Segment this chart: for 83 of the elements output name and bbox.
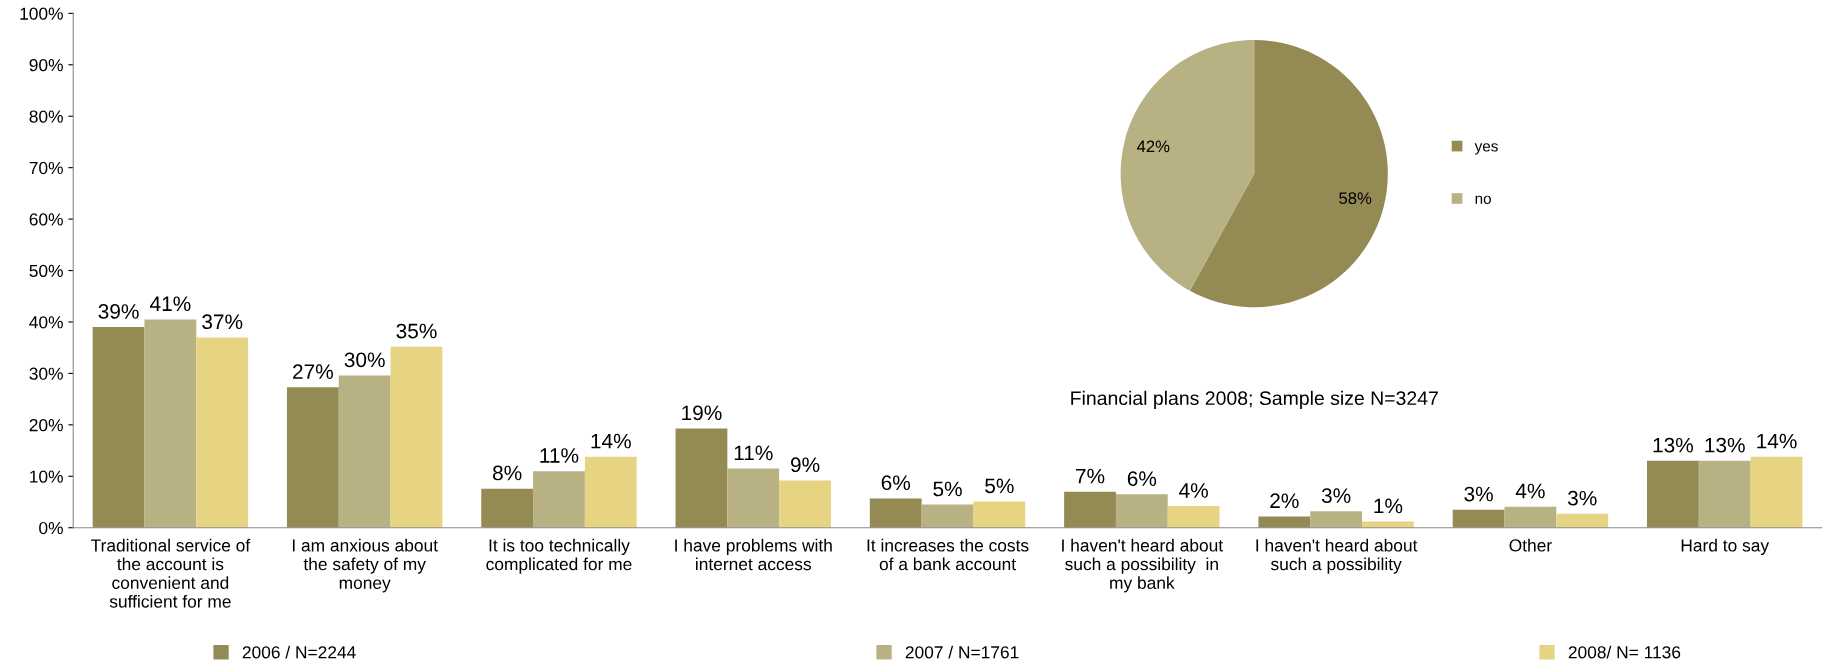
- data-label: 7%: [1076, 468, 1105, 484]
- x-tick-label: Traditional service of the account is convenient and sufficient for me: [91, 538, 251, 608]
- data-label: 2%: [1270, 493, 1299, 509]
- pie-slice: [1120, 40, 1255, 291]
- x-tick-label: Hard to say: [1681, 538, 1770, 556]
- bar: [973, 501, 1026, 528]
- x-tick-label: It increases the costs of a bank account: [867, 538, 1029, 571]
- data-label: 37%: [202, 314, 243, 330]
- x-tick-label: I am anxious about the safety of my money: [292, 538, 438, 593]
- bar: [727, 468, 780, 528]
- bar: [286, 387, 339, 528]
- bar: [533, 471, 585, 528]
- y-tick-label: 0%: [39, 521, 63, 535]
- bar: [1167, 506, 1220, 528]
- bar: [144, 319, 197, 528]
- bar: [481, 488, 534, 528]
- data-label: 13%: [1653, 437, 1693, 453]
- bar: [1646, 460, 1699, 528]
- legend-label: 2007 / N=1761: [905, 645, 1019, 659]
- x-tick-label: It is too technically complicated for me: [486, 538, 632, 574]
- data-label: 39%: [98, 304, 139, 319]
- y-tick-label: 80%: [29, 110, 63, 123]
- y-tick-label: 90%: [29, 58, 63, 72]
- bar: [1698, 460, 1751, 528]
- annotation: Financial plans 2008; Sample size N=3247: [1071, 390, 1438, 409]
- legend-label: 2008/ N= 1136: [1568, 645, 1681, 659]
- data-label: 58%: [1339, 192, 1372, 205]
- y-tick-label: 20%: [29, 419, 63, 432]
- bar: [338, 375, 391, 528]
- x-tick-label: I have problems with internet access: [675, 538, 832, 571]
- data-label: 5%: [985, 478, 1014, 494]
- y-tick-label: 10%: [30, 470, 63, 483]
- data-label: 35%: [396, 323, 437, 339]
- y-tick-label: 30%: [29, 367, 63, 380]
- data-label: 4%: [1179, 483, 1208, 498]
- y-tick-label: 40%: [29, 316, 63, 329]
- data-label: 42%: [1137, 140, 1170, 153]
- y-tick-label: 100%: [20, 7, 63, 20]
- y-tick-label: 70%: [29, 161, 63, 175]
- bar: [390, 346, 443, 528]
- bar: [1504, 506, 1557, 528]
- bar: [1258, 516, 1311, 528]
- y-tick-label: 60%: [29, 213, 63, 226]
- x-tick-label: I haven't heard about such a possibility in my bank: [1062, 538, 1223, 593]
- data-label: 41%: [150, 296, 191, 312]
- data-label: 5%: [933, 481, 962, 497]
- bar: [921, 504, 974, 528]
- data-label: 1%: [1374, 498, 1403, 514]
- y-tick-label: 50%: [29, 264, 63, 277]
- bar: [1452, 509, 1505, 528]
- data-label: 13%: [1705, 437, 1745, 453]
- data-label: 6%: [881, 475, 911, 491]
- data-label: 4%: [1515, 483, 1545, 499]
- bar: [196, 337, 249, 528]
- data-label: 6%: [1127, 471, 1157, 486]
- bar: [584, 456, 637, 528]
- bar: [869, 498, 922, 528]
- x-tick-label: Other: [1509, 538, 1552, 552]
- bar: [1064, 491, 1116, 528]
- legend-label: yes: [1474, 143, 1498, 155]
- data-label: 9%: [790, 457, 820, 473]
- data-label: 14%: [591, 433, 631, 449]
- data-label: 3%: [1567, 490, 1597, 506]
- legend-label: no: [1475, 195, 1491, 204]
- pie-slice: [1189, 40, 1388, 308]
- data-label: 8%: [493, 465, 522, 481]
- data-label: 11%: [540, 448, 579, 463]
- legend-label: 2006 / N=2244: [242, 645, 356, 659]
- bar: [1556, 513, 1609, 528]
- bar: [92, 327, 145, 528]
- data-label: 30%: [344, 352, 385, 368]
- data-label: 3%: [1464, 486, 1493, 502]
- bar: [779, 480, 831, 528]
- bar: [675, 428, 728, 528]
- data-label: 27%: [293, 364, 333, 379]
- bar: [1310, 511, 1363, 528]
- bar: [1750, 456, 1803, 528]
- data-label: 3%: [1321, 488, 1351, 503]
- data-label: 11%: [734, 445, 773, 461]
- data-label: 19%: [682, 405, 722, 421]
- bar: [1115, 494, 1168, 528]
- x-tick-label: I haven't heard about such a possibility: [1256, 538, 1418, 574]
- data-label: 14%: [1757, 433, 1797, 449]
